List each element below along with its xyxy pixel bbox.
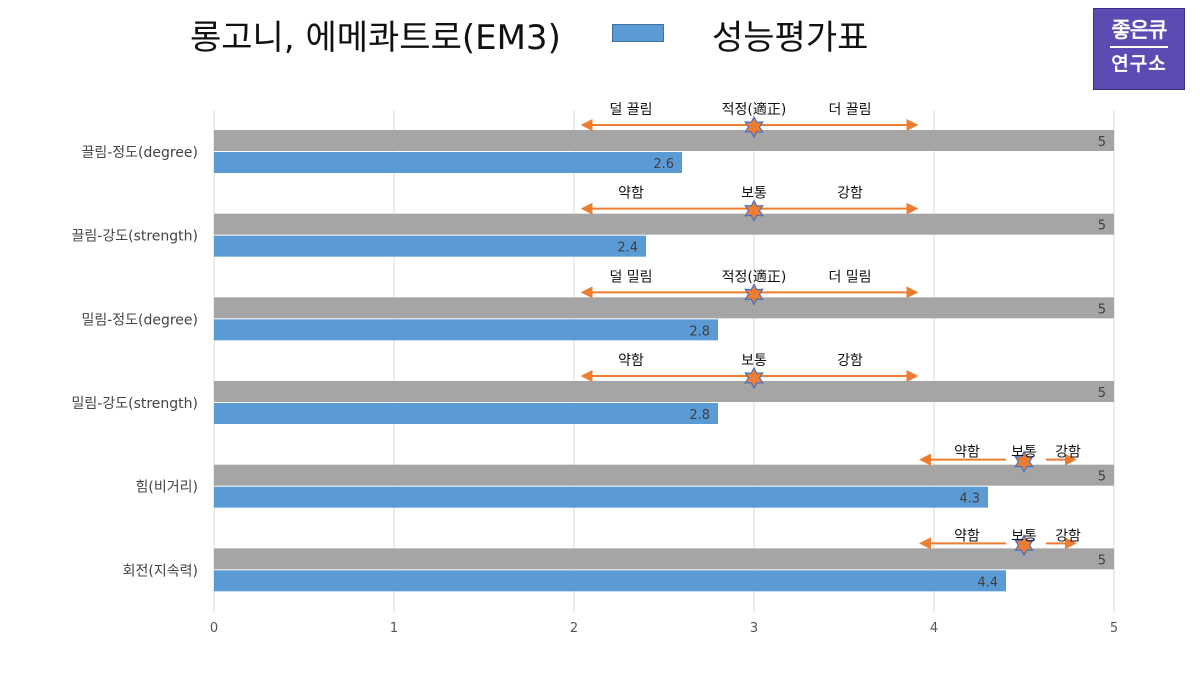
annotation-left: 약함 [618,186,644,202]
bar-score [214,570,1006,592]
chart-title: 롱고니, 에메콰트로(EM3) [190,18,561,58]
annotation-left: 덜 밀림 [609,269,652,285]
x-tick-label: 5 [1110,621,1118,636]
bar-max [214,297,1114,319]
annotation-right: 더 밀림 [828,269,871,285]
category-label: 회전(지속력) [123,563,198,579]
chart-header: 롱고니, 에메콰트로(EM3) 성능평가표 [0,0,1080,70]
logo-text-top: 좋은큐 [1111,18,1168,42]
brand-logo: 좋은큐 연구소 [1093,8,1185,90]
category-label: 끌림-정도(degree) [81,145,198,161]
annotation-left: 약함 [954,528,980,544]
x-tick-label: 2 [570,621,578,636]
annotation-center: 보통 [741,186,767,202]
annotation-right: 강함 [837,353,863,369]
category-label: 힘(비거리) [136,480,198,496]
x-tick-label: 0 [210,621,218,636]
annotation-right: 강함 [837,186,863,202]
logo-text-bottom: 연구소 [1111,53,1167,75]
x-tick-label: 1 [390,621,398,636]
annotation-left: 덜 끌림 [609,102,652,118]
data-label-max: 5 [1098,135,1106,150]
category-label: 끌림-강도(strength) [72,229,198,245]
data-label-max: 5 [1098,219,1106,234]
target-marker-icon [744,115,764,139]
legend-swatch [612,24,664,42]
target-marker-icon [744,199,764,223]
data-label-max: 5 [1098,386,1106,401]
category-label: 밀림-강도(strength) [72,396,198,412]
bar-score [214,235,646,257]
annotation-left: 약함 [618,353,644,369]
annotation-center: 보통 [1011,528,1037,544]
annotation-center: 보통 [1011,445,1037,461]
annotation-left: 약함 [954,445,980,461]
data-label-max: 5 [1098,302,1106,317]
data-label-score: 4.4 [977,575,998,590]
annotation-right: 강함 [1055,528,1081,544]
bar-max [214,130,1114,151]
target-marker-icon [1014,533,1034,557]
annotation-center: 적정(適正) [722,101,787,118]
data-label-max: 5 [1098,553,1106,568]
target-marker-icon [1014,450,1034,474]
annotation-center: 보통 [741,353,767,369]
bar-max [214,548,1114,570]
data-label-score: 2.6 [653,157,674,172]
data-label-score: 2.8 [689,324,710,339]
logo-divider [1110,46,1168,48]
bar-max [214,381,1114,402]
bar-max [214,464,1114,486]
bar-max [214,213,1114,235]
category-label: 밀림-정도(degree) [81,312,198,328]
data-label-score: 2.8 [689,408,710,423]
annotation-right: 더 끌림 [828,102,871,118]
bar-score [214,152,682,173]
data-label-max: 5 [1098,470,1106,485]
annotation-right: 강함 [1055,445,1081,461]
legend-label: 성능평가표 [712,18,869,58]
data-label-score: 4.3 [959,492,980,507]
bar-score [214,319,718,341]
bar-score [214,403,718,424]
target-marker-icon [744,366,764,390]
data-label-score: 2.4 [617,241,638,256]
x-tick-label: 3 [750,621,758,636]
bar-score [214,486,988,508]
annotation-center: 적정(適正) [722,268,787,285]
x-tick-label: 4 [930,621,938,636]
target-marker-icon [744,282,764,306]
